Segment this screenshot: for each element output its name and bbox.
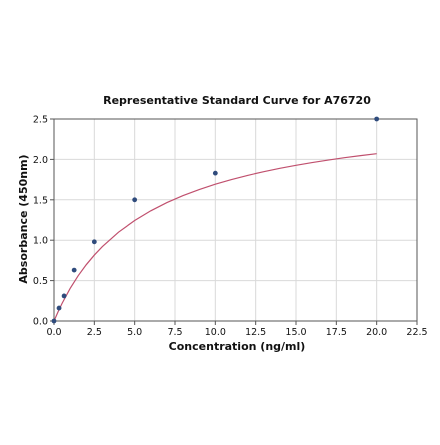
grid [53,118,418,322]
x-tick-label: 22.5 [406,327,427,338]
data-point [51,318,57,324]
chart-title: Representative Standard Curve for A76720 [103,94,371,107]
x-tick-label: 7.5 [167,327,182,338]
y-tick-label: 1.0 [33,236,48,247]
data-point [132,197,138,203]
y-tick-label: 1.5 [33,195,48,206]
data-point [374,116,380,122]
x-tick-label: 20.0 [366,327,387,338]
data-point [71,267,77,273]
x-tick-label: 2.5 [87,327,102,338]
y-axis-ticks: 0.0 0.5 1.0 1.5 2.0 2.5 [33,115,54,328]
y-tick-label: 2.0 [33,155,48,166]
y-tick-label: 0.0 [33,317,48,328]
data-point [212,170,218,176]
data-point [56,305,62,311]
y-tick-label: 2.5 [33,115,48,126]
x-axis-ticks: 0.0 2.5 5.0 7.5 10.0 12.5 15.0 17.5 20.0 22.5 [46,321,428,338]
data-points [51,116,380,324]
plot-area-frame [53,118,418,322]
data-point [91,239,97,245]
data-point [61,293,67,299]
y-tick-label: 0.5 [33,276,48,287]
y-axis-label: Absorbance (450nm) [17,154,30,283]
x-tick-label: 10.0 [205,327,226,338]
x-tick-label: 0.0 [46,327,61,338]
x-axis-label: Concentration (ng/ml) [169,340,306,353]
x-tick-label: 15.0 [285,327,306,338]
x-tick-label: 5.0 [127,327,142,338]
x-tick-label: 12.5 [245,327,266,338]
x-tick-label: 17.5 [326,327,347,338]
fit-curve [53,153,377,322]
